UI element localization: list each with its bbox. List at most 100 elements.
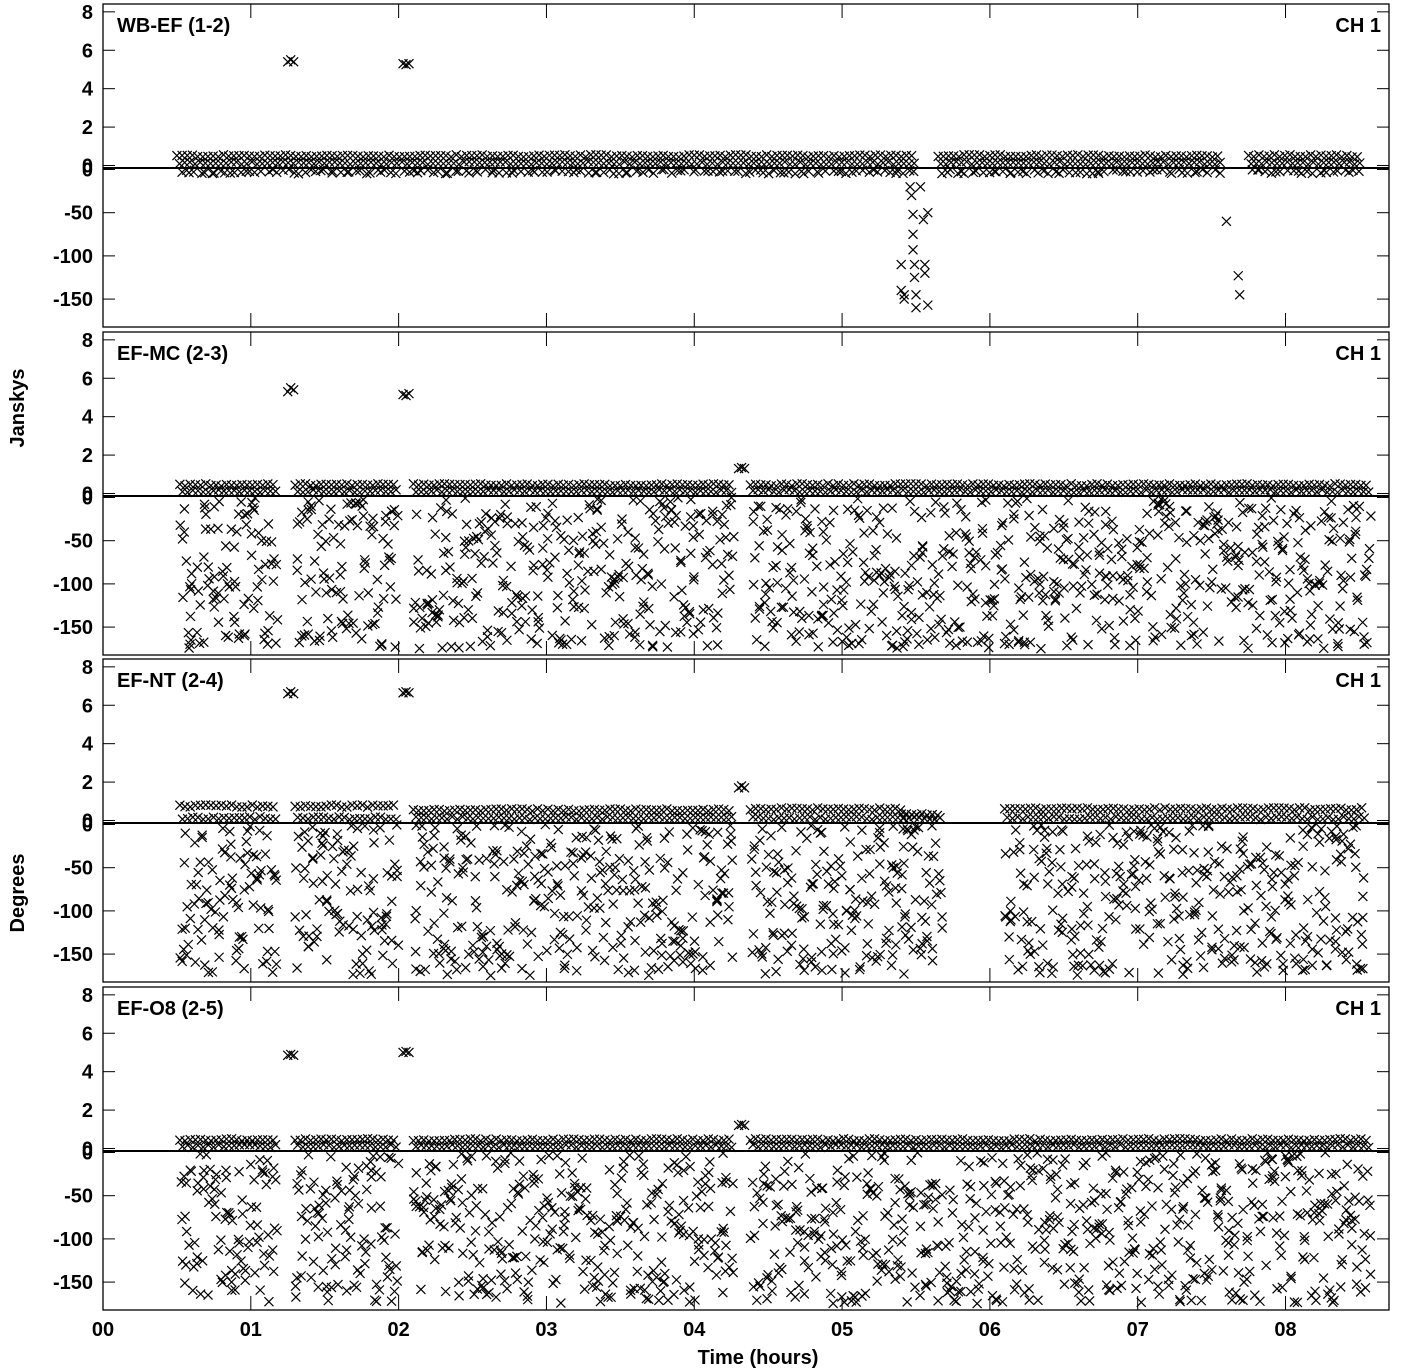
- phase-point: [669, 1218, 680, 1229]
- phase-point: [1181, 956, 1192, 967]
- phase-point: [490, 1156, 501, 1167]
- phase-point: [962, 637, 973, 648]
- phase-point: [703, 1167, 714, 1178]
- phase-point: [562, 949, 573, 960]
- phase-point: [1178, 892, 1188, 903]
- phase-point: [1037, 940, 1048, 951]
- phase-point: [1170, 517, 1181, 528]
- phase-point: [368, 825, 379, 835]
- amplitude-point: [1336, 803, 1346, 814]
- phase-point: [757, 952, 768, 962]
- phase-point: [564, 577, 575, 588]
- phase-point: [1331, 925, 1342, 935]
- amplitude-point: [1141, 484, 1152, 495]
- phase-point: [642, 836, 653, 846]
- phase-point: [539, 901, 550, 912]
- amplitude-tick-label: 2: [82, 1100, 93, 1122]
- phase-point: [799, 1288, 810, 1299]
- phase-point: [881, 938, 891, 949]
- phase-point: [1137, 537, 1147, 548]
- phase-point: [1169, 623, 1180, 634]
- phase-point: [551, 522, 562, 533]
- phase-point: [460, 493, 471, 504]
- phase-point: [472, 587, 483, 598]
- phase-point: [1147, 904, 1157, 915]
- phase-point: [481, 1150, 492, 1161]
- phase-point: [934, 619, 944, 630]
- phase-point: [413, 554, 423, 565]
- phase-point: [1130, 903, 1141, 914]
- phase-point: [663, 518, 674, 529]
- phase-point: [185, 611, 196, 622]
- amplitude-point: [527, 806, 538, 816]
- phase-point: [684, 949, 695, 960]
- amplitude-tick-label: 0: [82, 1139, 93, 1161]
- amplitude-point: [1074, 487, 1084, 498]
- phase-point: [724, 1262, 735, 1273]
- phase-point: [904, 165, 915, 176]
- channel-label: CH 1: [1335, 670, 1381, 692]
- phase-point: [478, 1273, 489, 1284]
- phase-point: [920, 916, 931, 927]
- phase-point: [341, 1245, 352, 1255]
- phase-point: [454, 1290, 465, 1301]
- phase-point: [550, 552, 560, 563]
- phase-point: [862, 505, 873, 516]
- phase-point: [956, 1219, 967, 1230]
- phase-point: [908, 229, 918, 240]
- phase-point: [910, 1282, 920, 1293]
- phase-point: [1325, 935, 1336, 945]
- phase-point: [1285, 605, 1296, 616]
- amplitude-point: [651, 805, 662, 816]
- phase-point: [885, 569, 895, 579]
- phase-point: [384, 835, 395, 846]
- phase-point: [991, 1295, 1002, 1306]
- phase-point: [1195, 535, 1206, 546]
- phase-point: [776, 1264, 787, 1275]
- phase-point: [640, 856, 651, 867]
- phase-point: [1155, 849, 1166, 859]
- phase-point: [335, 569, 346, 580]
- phase-point: [1313, 600, 1323, 611]
- phase-point: [553, 881, 563, 891]
- phase-point: [1302, 894, 1313, 905]
- phase-point: [715, 873, 726, 884]
- phase-point: [366, 529, 377, 540]
- phase-point: [817, 965, 827, 976]
- phase-point: [871, 544, 882, 555]
- phase-point: [1331, 834, 1342, 845]
- phase-point: [320, 1198, 331, 1208]
- amplitude-point: [1161, 484, 1172, 495]
- phase-point: [1037, 504, 1048, 515]
- phase-point: [577, 531, 588, 542]
- phase-point: [790, 168, 801, 179]
- phase-point: [563, 911, 574, 922]
- amplitude-point: [1126, 812, 1137, 823]
- phase-point: [819, 846, 829, 857]
- phase-point: [1202, 167, 1213, 178]
- phase-point: [186, 879, 197, 890]
- phase-point: [1047, 827, 1058, 837]
- phase-point: [562, 515, 573, 526]
- phase-point: [390, 168, 401, 179]
- phase-point: [438, 590, 449, 601]
- amplitude-point: [244, 811, 255, 822]
- amplitude-point: [690, 812, 701, 823]
- phase-point: [759, 597, 770, 608]
- phase-point: [300, 577, 310, 588]
- amplitude-point: [969, 150, 980, 160]
- phase-point: [788, 891, 799, 902]
- phase-point: [318, 164, 329, 175]
- phase-point: [837, 600, 848, 611]
- phase-point: [1029, 872, 1040, 883]
- phase-point: [293, 831, 304, 842]
- phase-point: [786, 629, 797, 640]
- phase-point: [704, 829, 714, 840]
- phase-point: [189, 899, 200, 909]
- phase-point: [828, 637, 838, 647]
- phase-point: [368, 873, 379, 884]
- phase-point: [934, 590, 945, 601]
- amplitude-point: [1212, 151, 1223, 161]
- phase-point: [977, 523, 988, 534]
- phase-point: [1133, 606, 1144, 616]
